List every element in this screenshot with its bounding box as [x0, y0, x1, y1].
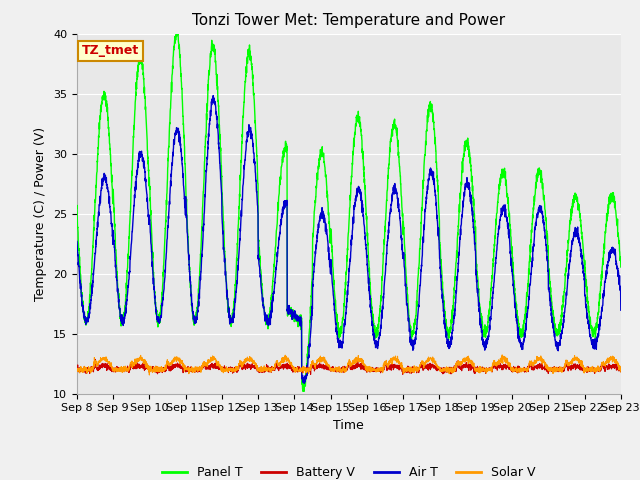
Air T — [209, 93, 217, 98]
Battery V — [135, 362, 143, 368]
Y-axis label: Temperature (C) / Power (V): Temperature (C) / Power (V) — [35, 127, 47, 300]
Air T — [282, 198, 289, 204]
Panel T — [73, 205, 81, 211]
Solar V — [282, 356, 289, 361]
Panel T — [305, 328, 313, 334]
Air T — [607, 249, 614, 255]
Air T — [73, 239, 81, 244]
Battery V — [607, 364, 614, 370]
Panel T — [548, 300, 556, 305]
Battery V — [73, 368, 81, 373]
Battery V — [92, 357, 99, 362]
Battery V — [617, 366, 625, 372]
Legend: Panel T, Battery V, Air T, Solar V: Panel T, Battery V, Air T, Solar V — [157, 461, 541, 480]
Air T — [548, 313, 556, 319]
Solar V — [168, 360, 175, 365]
Panel T — [299, 388, 307, 394]
Panel T — [135, 57, 143, 62]
Solar V — [305, 367, 313, 372]
Battery V — [307, 372, 314, 377]
Panel T — [607, 198, 614, 204]
Air T — [300, 381, 308, 386]
Solar V — [145, 372, 153, 378]
Line: Solar V: Solar V — [77, 355, 621, 375]
Battery V — [282, 363, 289, 369]
X-axis label: Time: Time — [333, 419, 364, 432]
Text: TZ_tmet: TZ_tmet — [82, 44, 140, 58]
Solar V — [548, 367, 556, 372]
Battery V — [548, 367, 556, 372]
Panel T — [282, 138, 289, 144]
Line: Air T: Air T — [77, 96, 621, 384]
Title: Tonzi Tower Met: Temperature and Power: Tonzi Tower Met: Temperature and Power — [192, 13, 506, 28]
Line: Panel T: Panel T — [77, 30, 621, 391]
Air T — [167, 171, 175, 177]
Solar V — [499, 352, 506, 358]
Solar V — [135, 356, 143, 361]
Line: Battery V: Battery V — [77, 360, 621, 374]
Solar V — [617, 369, 625, 375]
Solar V — [607, 356, 614, 362]
Panel T — [617, 264, 625, 270]
Panel T — [173, 27, 180, 33]
Solar V — [73, 368, 81, 373]
Battery V — [168, 364, 175, 370]
Air T — [135, 158, 143, 164]
Air T — [617, 307, 625, 313]
Panel T — [167, 91, 175, 96]
Battery V — [305, 367, 313, 372]
Air T — [305, 344, 313, 349]
